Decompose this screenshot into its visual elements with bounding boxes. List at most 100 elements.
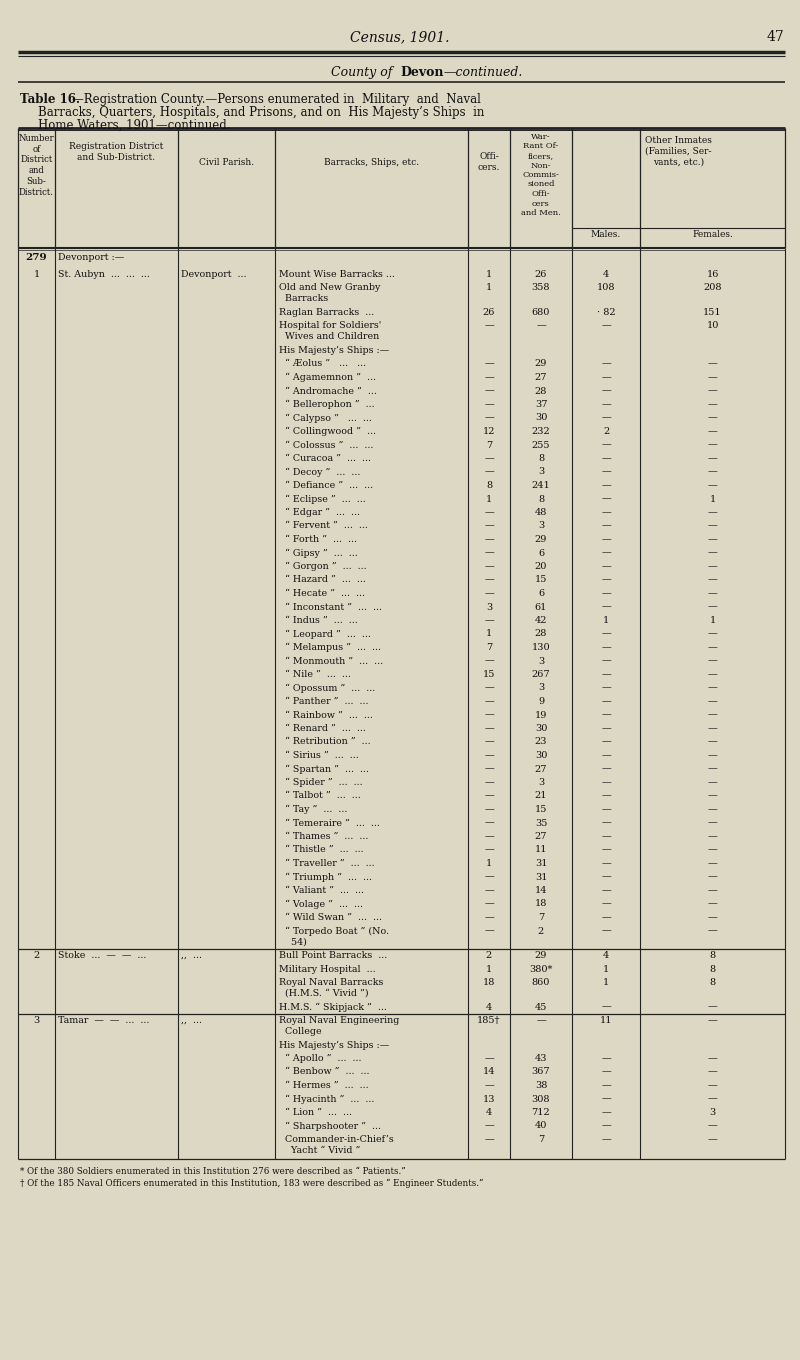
Text: —: — (601, 1081, 611, 1089)
Text: —: — (601, 926, 611, 936)
Text: 29: 29 (535, 534, 547, 544)
Text: 2: 2 (34, 951, 40, 960)
Text: 1: 1 (603, 616, 609, 626)
Text: “ Andromache ”  ...: “ Andromache ” ... (279, 386, 377, 396)
Text: —: — (484, 885, 494, 895)
Text: 18: 18 (535, 899, 547, 908)
Text: —: — (601, 534, 611, 544)
Text: —: — (708, 1016, 718, 1025)
Text: —: — (708, 589, 718, 598)
Text: “ Benbow ”  ...  ...: “ Benbow ” ... ... (279, 1068, 370, 1077)
Text: “ Gorgon ”  ...  ...: “ Gorgon ” ... ... (279, 562, 366, 571)
Text: —: — (484, 751, 494, 760)
Text: Royal Naval Engineering
  College: Royal Naval Engineering College (279, 1016, 399, 1036)
Text: H.M.S. “ Skipjack ”  ...: H.M.S. “ Skipjack ” ... (279, 1002, 387, 1012)
Text: 3: 3 (538, 778, 544, 787)
Text: 21: 21 (534, 792, 547, 801)
Text: 35: 35 (535, 819, 547, 827)
Text: 15: 15 (483, 670, 495, 679)
Text: 37: 37 (534, 400, 547, 409)
Text: 40: 40 (535, 1122, 547, 1130)
Text: 2: 2 (486, 951, 492, 960)
Text: —: — (708, 548, 718, 558)
Text: 61: 61 (535, 602, 547, 612)
Text: “ Opossum ”  ...  ...: “ Opossum ” ... ... (279, 684, 375, 692)
Text: —: — (601, 792, 611, 801)
Text: Stoke  ...  —  —  ...: Stoke ... — — ... (58, 951, 146, 960)
Text: —: — (601, 1136, 611, 1144)
Text: 8: 8 (538, 454, 544, 462)
Text: 860: 860 (532, 978, 550, 987)
Text: —: — (484, 684, 494, 692)
Text: —: — (601, 468, 611, 476)
Text: 1: 1 (710, 495, 716, 503)
Text: —: — (601, 548, 611, 558)
Text: 14: 14 (534, 885, 547, 895)
Text: —: — (708, 899, 718, 908)
Text: —: — (708, 427, 718, 437)
Text: —: — (708, 454, 718, 462)
Text: 6: 6 (538, 589, 544, 598)
Text: —: — (708, 805, 718, 815)
Text: “ Hyacinth ”  ...  ...: “ Hyacinth ” ... ... (279, 1095, 374, 1104)
Text: —: — (484, 873, 494, 881)
Text: —: — (601, 846, 611, 854)
Text: “ Forth ”  ...  ...: “ Forth ” ... ... (279, 534, 357, 544)
Text: “ Talbot ”  ...  ...: “ Talbot ” ... ... (279, 792, 361, 801)
Text: —: — (708, 792, 718, 801)
Text: —: — (601, 657, 611, 665)
Text: —: — (601, 899, 611, 908)
Text: —: — (708, 630, 718, 638)
Text: —: — (708, 832, 718, 840)
Text: 28: 28 (535, 386, 547, 396)
Text: 8: 8 (710, 951, 715, 960)
Text: —: — (708, 441, 718, 450)
Text: —: — (601, 575, 611, 585)
Text: 7: 7 (486, 643, 492, 651)
Text: 29: 29 (535, 951, 547, 960)
Text: “ Torpedo Boat ” (No.
    54): “ Torpedo Boat ” (No. 54) (279, 926, 389, 947)
Text: Offi-
cers.: Offi- cers. (478, 152, 500, 171)
Text: 3: 3 (538, 521, 544, 530)
Text: “ Agamemnon ”  ...: “ Agamemnon ” ... (279, 373, 376, 382)
Text: 13: 13 (482, 1095, 495, 1103)
Text: 208: 208 (703, 283, 722, 292)
Text: 151: 151 (703, 307, 722, 317)
Text: —: — (708, 764, 718, 774)
Text: 28: 28 (535, 630, 547, 638)
Text: —: — (601, 696, 611, 706)
Text: —: — (708, 534, 718, 544)
Text: 30: 30 (535, 413, 547, 423)
Text: —: — (484, 696, 494, 706)
Text: 267: 267 (532, 670, 550, 679)
Text: —: — (484, 589, 494, 598)
Text: “ Colossus ”  ...  ...: “ Colossus ” ... ... (279, 441, 374, 450)
Text: 31: 31 (534, 873, 547, 881)
Text: —: — (484, 373, 494, 382)
Text: —: — (708, 1081, 718, 1089)
Text: Civil Parish.: Civil Parish. (199, 158, 254, 167)
Text: —: — (601, 1068, 611, 1077)
Text: “ Bellerophon ”  ...: “ Bellerophon ” ... (279, 400, 374, 409)
Text: —: — (708, 751, 718, 760)
Text: —: — (708, 1002, 718, 1012)
Text: 8: 8 (538, 495, 544, 503)
Text: 712: 712 (532, 1108, 550, 1117)
Text: —: — (601, 386, 611, 396)
Text: —: — (484, 1136, 494, 1144)
Text: 29: 29 (535, 359, 547, 369)
Text: —: — (708, 386, 718, 396)
Text: —: — (601, 481, 611, 490)
Text: 1: 1 (486, 860, 492, 868)
Text: 1: 1 (603, 978, 609, 987)
Text: —: — (708, 696, 718, 706)
Text: “ Edgar ”  ...  ...: “ Edgar ” ... ... (279, 509, 360, 517)
Text: —: — (601, 1095, 611, 1103)
Text: —: — (484, 575, 494, 585)
Text: Commander-in-Chief’s
    Yacht “ Vivid ”: Commander-in-Chief’s Yacht “ Vivid ” (279, 1136, 394, 1155)
Text: 12: 12 (482, 427, 495, 437)
Text: —: — (601, 454, 611, 462)
Text: “ Gipsy ”  ...  ...: “ Gipsy ” ... ... (279, 548, 358, 558)
Text: Number
of
District
and
Sub-
District.: Number of District and Sub- District. (18, 135, 54, 197)
Text: 3: 3 (34, 1016, 40, 1025)
